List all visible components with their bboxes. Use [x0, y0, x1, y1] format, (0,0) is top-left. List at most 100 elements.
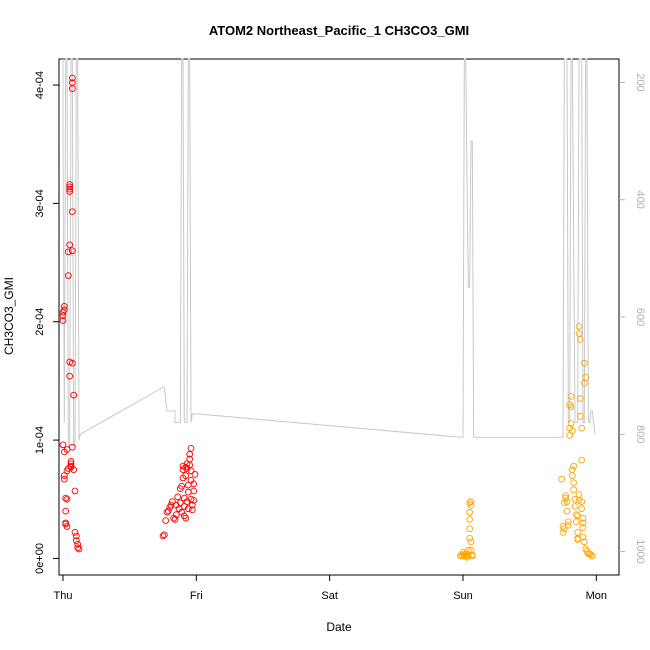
data-point-s0-64 — [178, 482, 186, 490]
data-point-s1-13 — [466, 516, 474, 523]
x-tick-label-2: Sat — [321, 590, 338, 602]
data-point-s1-52 — [574, 512, 582, 520]
data-point-s1-10 — [464, 546, 472, 554]
data-point-s1-44 — [570, 486, 578, 494]
data-point-s1-63 — [578, 505, 586, 513]
data-point-s1-41 — [568, 472, 576, 479]
data-point-s1-66 — [579, 524, 587, 532]
data-point-s0-83 — [187, 445, 195, 452]
data-point-s1-25 — [560, 525, 568, 533]
data-point-s1-62 — [578, 498, 586, 505]
data-point-s0-13 — [62, 520, 70, 528]
data-point-s1-42 — [570, 462, 578, 470]
data-point-s0-59 — [174, 493, 182, 501]
chart-title: ATOM2 Northeast_Pacific_1 CH3CO3_GMI — [209, 23, 469, 38]
x-tick-label-3: Sun — [453, 590, 473, 602]
data-point-s1-40 — [568, 466, 576, 474]
data-point-s0-53 — [167, 501, 175, 509]
data-point-s1-27 — [562, 494, 570, 502]
data-point-s1-64 — [579, 514, 587, 522]
y2-tick-label-0: 200 — [634, 73, 646, 91]
x-tick-label-0: Thu — [54, 590, 73, 602]
data-point-s0-21 — [66, 185, 74, 193]
data-point-s0-31 — [68, 443, 76, 451]
data-point-s1-58 — [576, 395, 584, 403]
y-tick-label-3: 3e-04 — [34, 189, 46, 217]
data-point-s1-46 — [571, 503, 579, 510]
data-point-s1-18 — [467, 538, 475, 546]
data-point-s0-26 — [66, 372, 74, 380]
data-point-s0-41 — [71, 529, 79, 536]
data-point-s0-9 — [62, 494, 70, 502]
data-point-s1-50 — [574, 536, 582, 543]
y-tick-label-2: 2e-04 — [34, 308, 46, 336]
data-point-s1-55 — [575, 330, 583, 337]
data-point-s1-59 — [576, 413, 584, 420]
y-tick-label-0: 0e+00 — [34, 543, 46, 574]
data-point-s1-32 — [564, 521, 572, 529]
data-point-s1-77 — [588, 552, 596, 560]
x-tick-label-1: Fri — [190, 590, 203, 602]
data-point-s1-47 — [572, 511, 580, 518]
data-point-s0-36 — [68, 79, 76, 87]
data-point-s0-72 — [182, 472, 190, 479]
y2-tick-label-4: 1000 — [634, 539, 646, 563]
data-point-s1-14 — [466, 508, 474, 516]
line-series-layer — [62, 58, 596, 447]
data-point-s0-56 — [171, 516, 179, 523]
data-point-s0-14 — [63, 495, 71, 503]
data-point-s1-71 — [582, 374, 590, 381]
data-point-s0-30 — [67, 458, 75, 465]
y2-tick-label-2: 600 — [634, 308, 646, 326]
data-point-s1-57 — [576, 336, 584, 343]
data-point-s1-76 — [587, 551, 595, 559]
data-point-s0-84 — [187, 467, 195, 475]
data-point-s1-37 — [567, 403, 575, 411]
y-tick-label-1: 1e-04 — [34, 426, 46, 454]
data-point-s1-5 — [462, 552, 470, 560]
data-point-s0-33 — [68, 247, 76, 255]
data-point-s0-40 — [71, 487, 79, 495]
data-point-s1-48 — [572, 518, 580, 526]
data-point-s1-31 — [564, 518, 572, 526]
data-point-s0-88 — [188, 501, 196, 509]
data-point-s0-87 — [188, 506, 196, 514]
data-point-s1-29 — [563, 498, 571, 505]
data-point-s0-16 — [63, 446, 71, 453]
data-point-s0-34 — [68, 208, 76, 216]
data-point-s1-54 — [575, 491, 583, 498]
data-point-s0-4 — [60, 303, 68, 310]
altitude-line — [62, 58, 596, 447]
x-axis-label: Date — [326, 620, 352, 634]
y-axis: 0e+00 1e-04 2e-04 3e-04 4e-04 — [34, 71, 59, 574]
data-point-s0-78 — [184, 488, 192, 496]
data-point-s0-81 — [186, 455, 194, 463]
data-point-s0-62 — [176, 499, 184, 507]
data-point-s0-38 — [70, 391, 78, 399]
data-point-s1-30 — [563, 507, 571, 515]
data-point-s0-39 — [70, 466, 78, 474]
data-point-s1-39 — [568, 427, 576, 434]
data-point-s0-8 — [60, 475, 68, 483]
data-point-s0-77 — [184, 505, 192, 513]
data-point-s0-91 — [190, 480, 198, 488]
data-point-s1-12 — [466, 525, 474, 533]
data-point-s1-60 — [578, 424, 586, 432]
data-point-s0-49 — [162, 517, 170, 524]
y-tick-label-4: 4e-04 — [34, 71, 46, 99]
data-point-s1-43 — [570, 479, 578, 487]
data-point-s0-24 — [66, 188, 74, 195]
data-point-s0-10 — [62, 507, 70, 515]
x-tick-label-4: Mon — [586, 590, 607, 602]
data-point-s1-65 — [579, 519, 587, 527]
data-point-s0-71 — [182, 514, 190, 522]
y2-tick-label-3: 800 — [634, 425, 646, 443]
data-point-s0-54 — [168, 498, 176, 505]
data-point-s1-38 — [567, 420, 575, 427]
secondary-y-axis: 200 400 600 800 1000 — [619, 73, 646, 564]
data-point-s0-19 — [64, 248, 72, 256]
y-axis-label: CH3CO3_GMI — [2, 277, 16, 355]
data-point-s0-29 — [67, 460, 75, 468]
data-point-s0-47 — [159, 532, 167, 540]
